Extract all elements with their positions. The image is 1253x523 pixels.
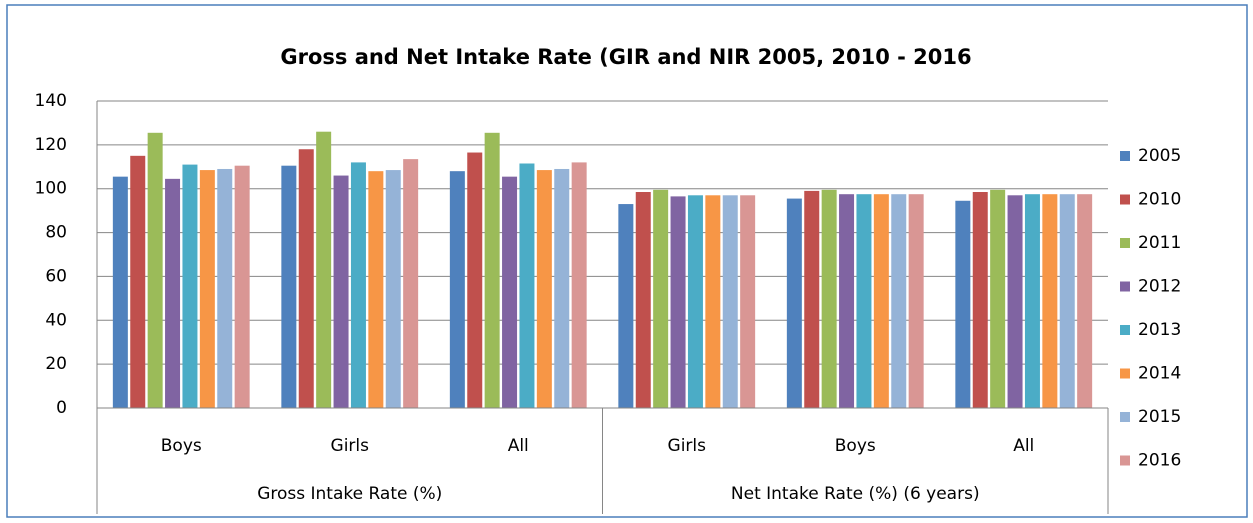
legend-label: 2016 — [1138, 451, 1181, 471]
x-tick-label: Girls — [668, 436, 707, 456]
y-tick-label: 0 — [56, 398, 67, 418]
bar — [1007, 195, 1023, 408]
bar — [635, 192, 651, 408]
x-tick-label: All — [508, 436, 529, 456]
bar — [147, 132, 163, 408]
legend-label: 2015 — [1138, 407, 1181, 427]
legend-swatch — [1120, 412, 1130, 422]
legend-swatch — [1120, 281, 1130, 292]
bar — [740, 195, 756, 408]
legend-label: 2013 — [1138, 320, 1181, 340]
legend-label: 2012 — [1138, 277, 1181, 297]
x-tick-label: Boys — [835, 436, 876, 456]
bar — [234, 165, 250, 408]
bar — [1042, 194, 1058, 408]
bar — [519, 163, 535, 408]
bar — [403, 159, 419, 408]
bar — [687, 195, 703, 408]
y-tick-label: 80 — [45, 223, 67, 243]
bar — [705, 195, 721, 408]
legend-label: 2005 — [1138, 146, 1181, 166]
bar — [350, 162, 366, 408]
bar — [502, 176, 518, 408]
legend-label: 2010 — [1138, 190, 1181, 210]
legend-swatch — [1120, 368, 1130, 379]
bar — [786, 198, 802, 408]
bar — [385, 170, 401, 408]
bar — [1059, 194, 1075, 408]
bar — [722, 195, 738, 408]
bar — [856, 194, 872, 408]
y-tick-label: 120 — [35, 135, 67, 155]
legend-label: 2014 — [1138, 364, 1181, 384]
y-tick-label: 60 — [45, 266, 67, 286]
bar — [298, 149, 314, 408]
bar — [670, 196, 686, 408]
bar — [990, 189, 1006, 408]
bar — [1024, 194, 1040, 408]
bar — [873, 194, 889, 408]
x-tick-label: All — [1013, 436, 1034, 456]
y-tick-label: 100 — [35, 179, 67, 199]
legend-swatch — [1120, 325, 1130, 335]
y-tick-label: 140 — [35, 91, 67, 111]
y-tick-label: 40 — [45, 310, 67, 330]
bar — [618, 204, 634, 408]
legend-swatch — [1120, 455, 1130, 466]
group-label: Net Intake Rate (%) (6 years) — [731, 484, 980, 504]
bar — [484, 132, 500, 408]
bar — [368, 171, 384, 408]
bar — [955, 200, 971, 408]
bar — [316, 131, 332, 408]
bar — [804, 190, 820, 408]
bar — [449, 171, 465, 408]
bar — [165, 178, 181, 408]
bar — [130, 155, 146, 408]
legend-swatch — [1120, 238, 1130, 248]
legend-swatch — [1120, 194, 1130, 205]
bar — [1077, 194, 1093, 408]
bar — [554, 168, 570, 408]
bar — [839, 194, 855, 408]
bar — [333, 175, 349, 408]
bar — [908, 194, 924, 408]
y-tick-label: 20 — [45, 354, 67, 374]
bar — [536, 170, 552, 408]
bar — [821, 189, 837, 408]
group-label: Gross Intake Rate (%) — [257, 484, 442, 504]
bar — [112, 176, 128, 408]
legend-swatch — [1120, 151, 1130, 161]
bar — [891, 194, 907, 408]
bar — [467, 152, 483, 408]
bar — [653, 189, 669, 408]
bar — [217, 168, 233, 408]
chart-title: Gross and Net Intake Rate (GIR and NIR 2… — [280, 45, 971, 69]
x-tick-label: Girls — [331, 436, 370, 456]
bar — [182, 164, 198, 408]
legend-label: 2011 — [1138, 233, 1181, 253]
bar — [199, 170, 215, 408]
bar — [571, 162, 587, 408]
bar — [972, 192, 988, 408]
bar — [281, 165, 297, 408]
x-tick-label: Boys — [161, 436, 202, 456]
